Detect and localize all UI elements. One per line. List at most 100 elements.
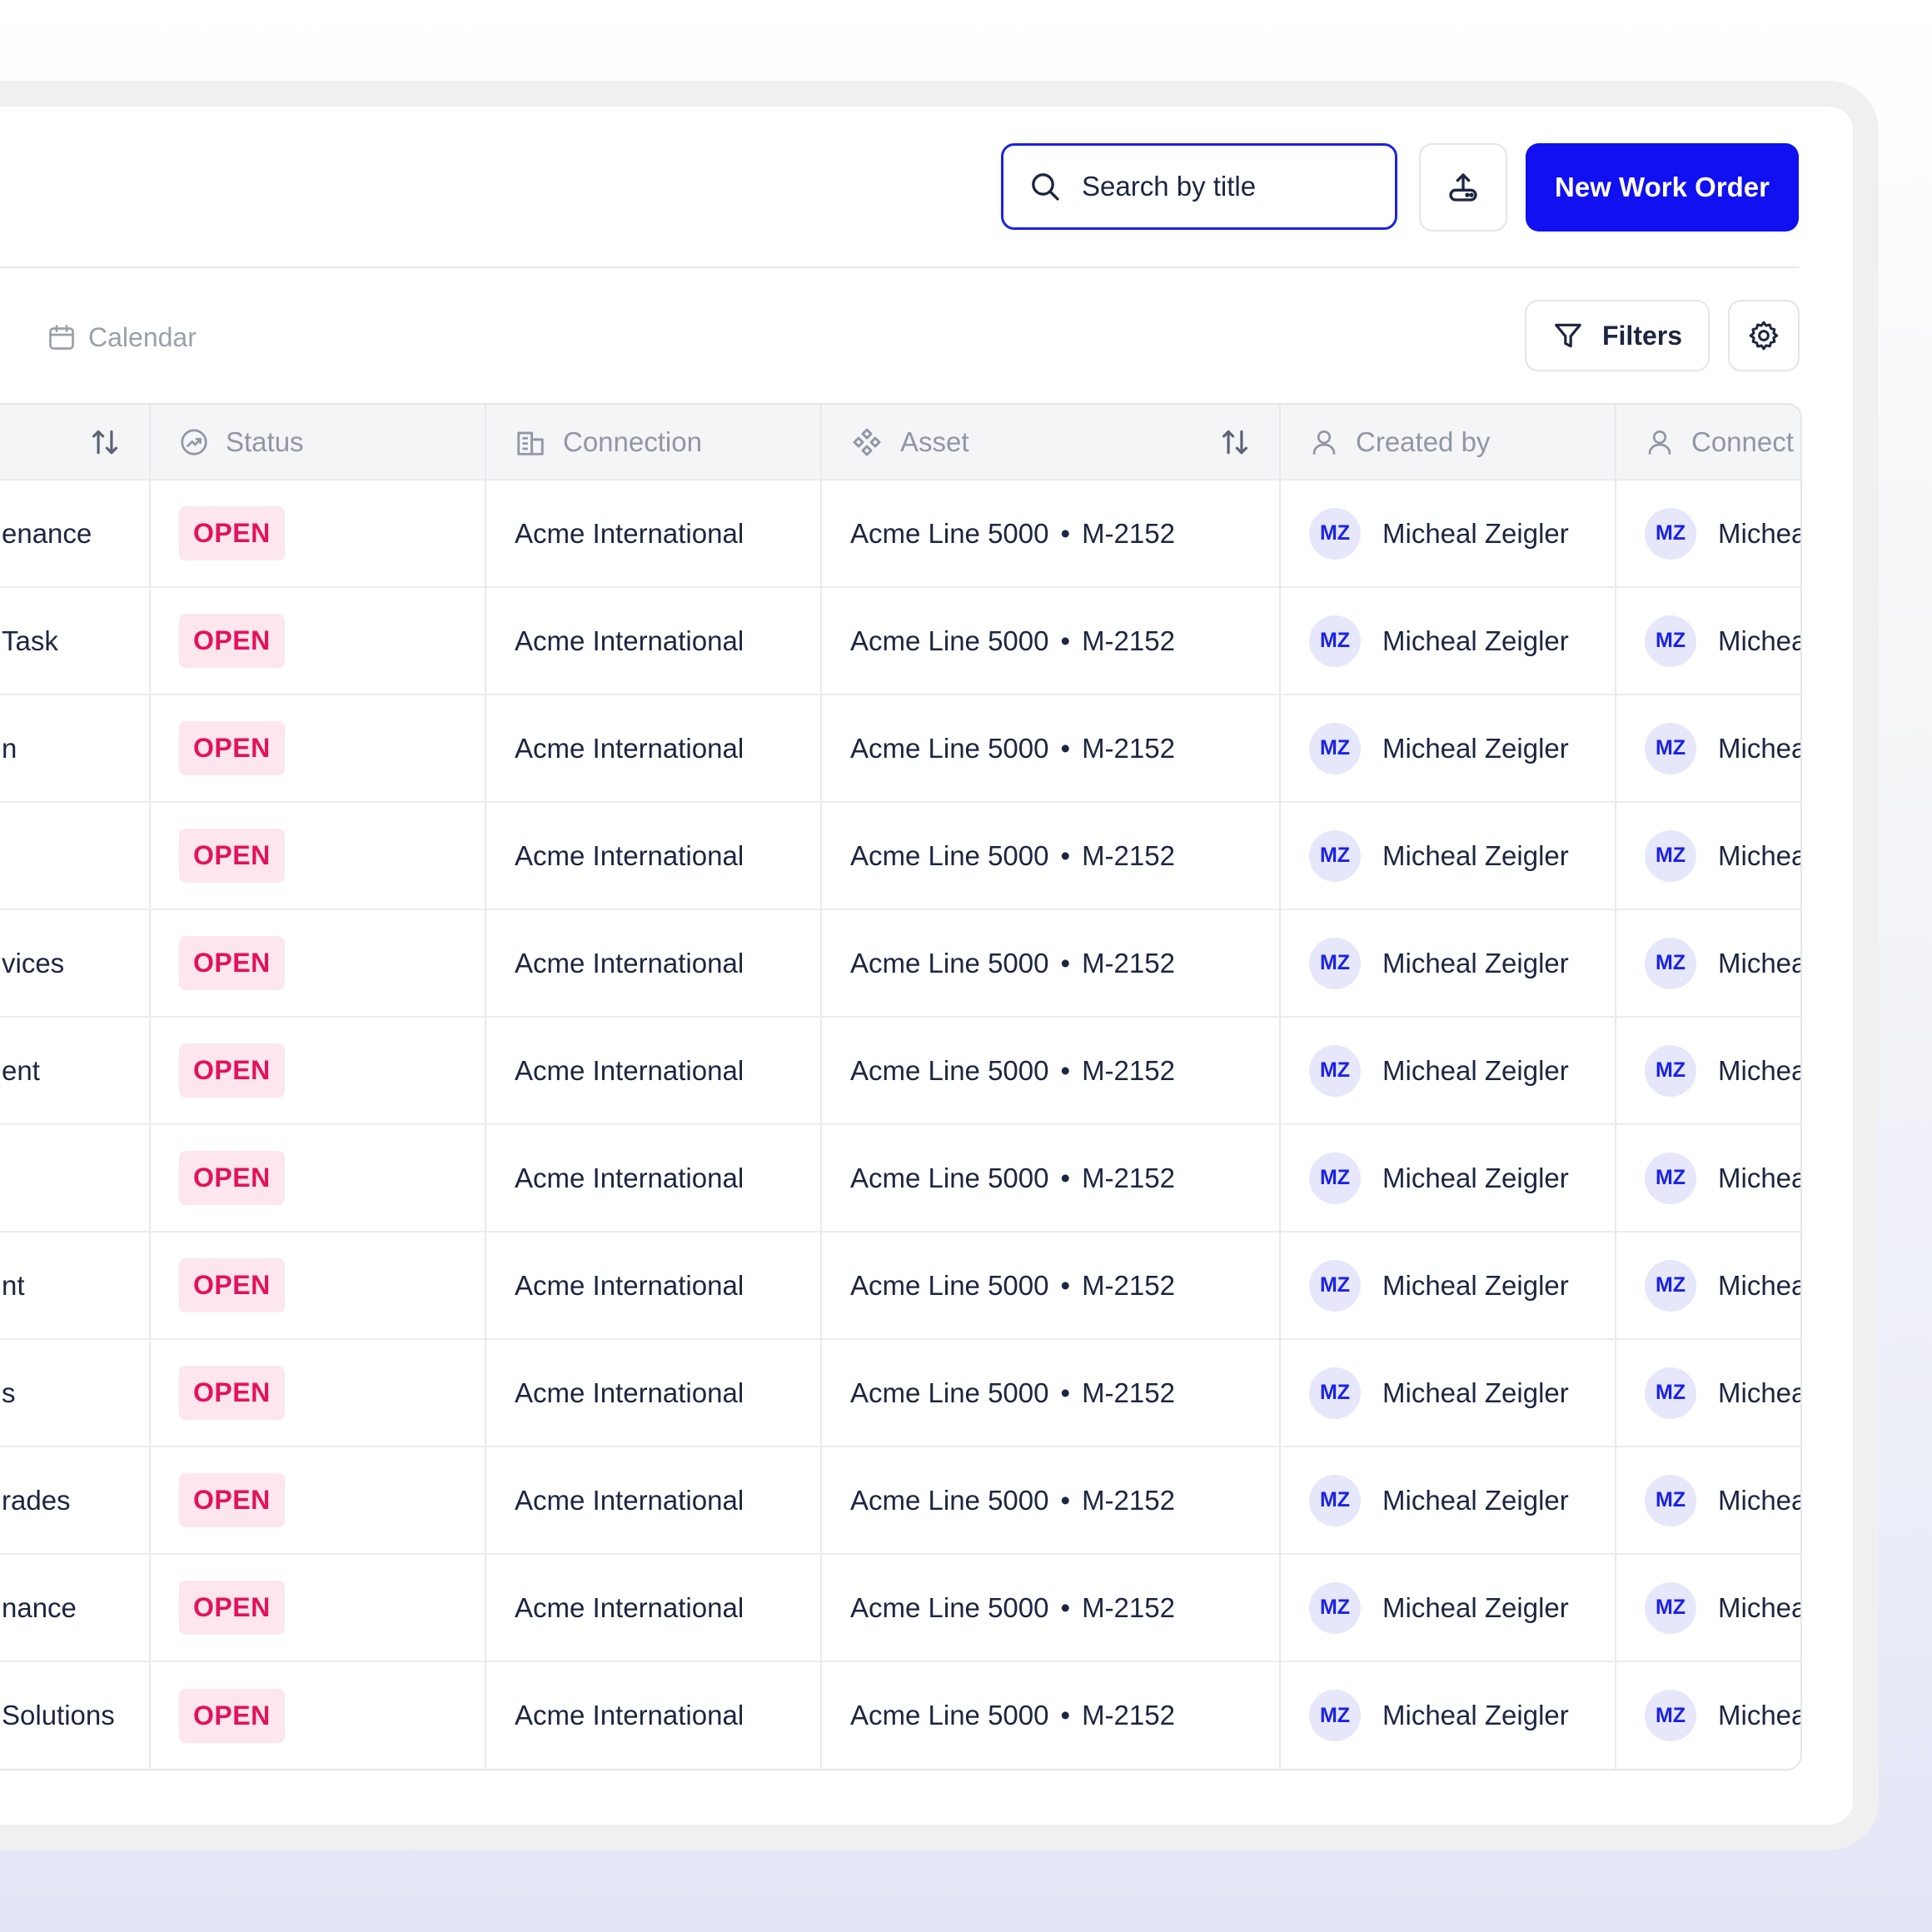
import-button[interactable]: [1419, 143, 1507, 232]
cell-title[interactable]: s: [0, 1339, 151, 1447]
avatar: MZ: [1645, 1367, 1696, 1419]
cell-asset[interactable]: Acme Line 5000 • M-2152: [821, 695, 1281, 803]
table-row[interactable]: vices OPEN Acme International Acme Line 500…: [0, 909, 1800, 1018]
filter-icon: [1555, 323, 1581, 348]
creator-name: Micheal Zeigler: [1382, 517, 1569, 549]
asset-name: Acme Line 5000: [850, 732, 1049, 764]
work-orders-table: Status Connection Asset: [0, 403, 1802, 1770]
table-row[interactable]: OPEN Acme International Acme Line 5000 • M-2…: [0, 802, 1800, 910]
table-row[interactable]: s OPEN Acme International Acme Line 5000 • M-…: [0, 1339, 1800, 1447]
column-connect[interactable]: Connect: [1616, 405, 1800, 481]
sort-icon[interactable]: [89, 426, 121, 458]
contact-name: Michea: [1718, 1162, 1802, 1193]
table-row[interactable]: rades OPEN Acme International Acme Line 500…: [0, 1447, 1802, 1555]
separator-dot: •: [1060, 1054, 1071, 1086]
column-title[interactable]: [0, 405, 151, 481]
cell-asset[interactable]: Acme Line 5000 • M-2152: [821, 1017, 1281, 1125]
asset-code: M-2152: [1082, 625, 1175, 656]
table-settings-button[interactable]: [1728, 300, 1800, 371]
avatar: MZ: [1645, 1690, 1696, 1741]
status-badge: OPEN: [179, 1688, 285, 1743]
cell-asset[interactable]: Acme Line 5000 • M-2152: [821, 1554, 1281, 1662]
status-badge: OPEN: [179, 721, 285, 775]
cell-asset[interactable]: Acme Line 5000 • M-2152: [821, 480, 1281, 588]
cell-status: OPEN: [150, 1017, 486, 1125]
asset-code: M-2152: [1082, 1269, 1175, 1301]
cell-status: OPEN: [150, 587, 486, 695]
asset-name: Acme Line 5000: [850, 839, 1049, 871]
cell-asset[interactable]: Acme Line 5000 • M-2152: [821, 802, 1281, 910]
contact-name: Michea: [1718, 1269, 1802, 1301]
status-badge: OPEN: [179, 936, 285, 990]
column-connection[interactable]: Connection: [485, 405, 822, 481]
cell-title[interactable]: [0, 802, 151, 910]
table-row[interactable]: OPEN Acme International Acme Line 5000 • M-2…: [0, 1124, 1802, 1232]
cell-asset[interactable]: Acme Line 5000 • M-2152: [821, 1232, 1281, 1340]
asset-code: M-2152: [1082, 1591, 1175, 1623]
cell-title[interactable]: nt: [0, 1232, 151, 1340]
new-work-order-button[interactable]: New Work Order: [1526, 143, 1799, 232]
cell-title[interactable]: nance: [0, 1554, 151, 1662]
work-order-title: nt: [2, 1269, 25, 1301]
contact-name: Michea: [1718, 1700, 1802, 1730]
calendar-icon: [49, 325, 74, 350]
cell-asset[interactable]: Acme Line 5000 • M-2152: [821, 909, 1281, 1018]
column-status[interactable]: Status: [150, 405, 486, 481]
cell-created-by: MZ Micheal Zeigler: [1280, 1554, 1616, 1662]
status-icon: [181, 428, 207, 456]
user-icon: [1648, 430, 1671, 455]
column-created-by[interactable]: Created by: [1280, 405, 1616, 481]
creator-name: Micheal Zeigler: [1382, 732, 1569, 764]
cell-title[interactable]: [0, 1124, 151, 1232]
tab-calendar[interactable]: Calendar: [47, 316, 197, 358]
cell-asset[interactable]: Acme Line 5000 • M-2152: [821, 1661, 1281, 1769]
avatar: MZ: [1309, 1259, 1361, 1312]
cell-title[interactable]: vices: [0, 909, 151, 1018]
cell-created-by: MZ Micheal Zeigler: [1280, 695, 1616, 803]
filters-button[interactable]: Filters: [1525, 300, 1710, 371]
table-row[interactable]: Task OPEN Acme International Acme Line 5000…: [0, 587, 1800, 695]
sort-icon[interactable]: [1219, 426, 1251, 458]
cell-title[interactable]: ent: [0, 1017, 151, 1125]
cell-connection: Acme International: [485, 1661, 822, 1769]
table-row[interactable]: n OPEN Acme International Acme Line 5000 • M-…: [0, 695, 1800, 803]
cell-title[interactable]: Solutions: [0, 1661, 151, 1769]
cell-asset[interactable]: Acme Line 5000 • M-2152: [821, 1447, 1281, 1555]
table-row[interactable]: enance OPEN Acme International Acme Line 50…: [0, 480, 1802, 588]
column-connection-label: Connection: [563, 426, 702, 457]
search-box[interactable]: [1001, 143, 1397, 230]
creator-name: Micheal Zeigler: [1382, 839, 1569, 871]
cell-connect: MZ Michea: [1616, 480, 1802, 588]
asset-name: Acme Line 5000: [850, 517, 1049, 549]
column-asset[interactable]: Asset: [821, 405, 1281, 481]
contact-name: Michea: [1718, 517, 1802, 549]
creator-name: Micheal Zeigler: [1382, 1054, 1569, 1086]
search-input[interactable]: [1080, 170, 1383, 203]
cell-title[interactable]: enance: [0, 480, 151, 588]
table-row[interactable]: Solutions OPEN Acme International Acme Line…: [0, 1661, 1802, 1769]
cell-asset[interactable]: Acme Line 5000 • M-2152: [821, 1124, 1281, 1232]
cell-asset[interactable]: Acme Line 5000 • M-2152: [821, 587, 1281, 695]
table-row[interactable]: ent OPEN Acme International Acme Line 5000 •…: [0, 1017, 1800, 1125]
creator-name: Micheal Zeigler: [1382, 625, 1569, 656]
cell-title[interactable]: rades: [0, 1447, 151, 1555]
cell-connect: MZ Michea: [1616, 1124, 1802, 1232]
connection-name: Acme International: [515, 732, 744, 764]
asset-code: M-2152: [1082, 839, 1175, 871]
cell-connection: Acme International: [485, 1554, 822, 1662]
status-badge: OPEN: [179, 1366, 285, 1420]
asset-code: M-2152: [1082, 1054, 1175, 1086]
avatar: MZ: [1309, 507, 1361, 560]
cell-created-by: MZ Micheal Zeigler: [1280, 1124, 1616, 1232]
cell-title[interactable]: n: [0, 695, 151, 803]
connection-name: Acme International: [515, 1054, 744, 1086]
cell-title[interactable]: Task: [0, 587, 151, 695]
connection-name: Acme International: [515, 839, 744, 871]
connection-name: Acme International: [515, 517, 744, 549]
connection-name: Acme International: [515, 1162, 744, 1193]
cell-asset[interactable]: Acme Line 5000 • M-2152: [821, 1339, 1281, 1447]
table-row[interactable]: nt OPEN Acme International Acme Line 5000 • M…: [0, 1232, 1802, 1340]
work-order-title: ent: [2, 1054, 40, 1086]
contact-name: Michea: [1718, 1484, 1802, 1516]
table-row[interactable]: nance OPEN Acme International Acme Line 500…: [0, 1554, 1800, 1662]
